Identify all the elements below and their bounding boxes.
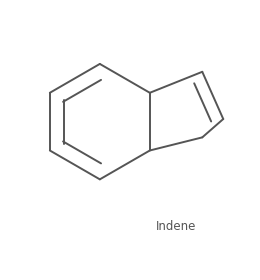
Text: Indene: Indene bbox=[156, 220, 196, 233]
